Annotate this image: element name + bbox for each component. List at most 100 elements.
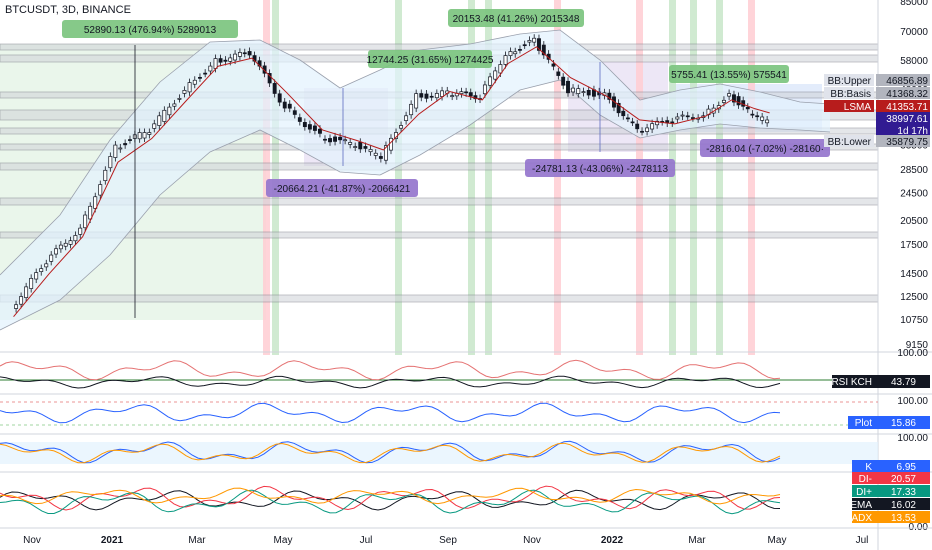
signal-band [263,0,270,355]
price-label-value-bg [876,112,930,124]
price-label-name-bg [824,87,874,99]
candle-body [532,37,537,43]
measure-label-box [669,65,789,83]
candle-body [213,58,218,69]
pane-label-value: 16.02 [891,500,916,511]
candle-body [39,268,44,272]
pane-label-value-bg [876,416,930,429]
time-tick-label: Mar [688,535,706,546]
price-label-value-bg [876,100,930,112]
pane-label-name: EMA [850,500,872,511]
stoch-k-line [0,440,781,464]
candle-body [556,71,561,76]
measure-label-box [700,139,830,157]
pane-label-value: 20.57 [891,474,916,485]
candle-body [690,117,695,119]
pane-label-name: ADX [851,513,872,524]
candle-body [93,196,98,209]
candle-body [19,296,24,305]
price-tick-label: 12500 [900,292,928,303]
candle-body [414,93,419,109]
candle-body [566,80,570,94]
chart-title: BTCUSDT, 3D, BINANCE [5,4,131,16]
candle-body [247,51,252,56]
candle-body [745,106,750,110]
candle-body [162,109,167,122]
candle-body [581,91,586,93]
candle-body [287,103,292,109]
candle-body [108,156,113,169]
measure-label-box [525,159,675,177]
candle-body [223,59,228,62]
candle-body [113,144,118,158]
candle-body [378,156,383,159]
candle-body [277,93,282,103]
candle-body [640,130,644,133]
price-label-value-bg [876,124,930,136]
pane-label-value-bg [876,511,930,523]
pane-label-name-bg [852,472,876,484]
signal-band [669,0,676,355]
candle-body [208,65,213,72]
candle-body [142,132,147,139]
candle-body [650,123,655,130]
candle-body [292,110,297,115]
pane-label-name: DI+ [856,487,872,498]
price-label-value: 41368.32 [886,89,928,100]
bollinger-lower-line [0,79,831,331]
time-tick-label: Jul [360,535,373,546]
pane-tick: 100.00 [897,348,928,359]
candle-body [670,121,675,124]
measure-label: -24781.13 (-43.06%) -2478113 [532,164,668,175]
pane-label-value: 17.33 [891,487,916,498]
candle-body [675,116,680,120]
candle-body [586,90,591,96]
pane-label-name-bg [848,416,876,429]
price-tick-label: 14500 [900,269,928,280]
price-label-value-bg [876,135,930,147]
price-label-name: BB:Basis [830,89,871,100]
price-label-name: BB:Lower [828,137,872,148]
candle-body [404,115,409,121]
candle-body [152,123,157,129]
candle-body [635,123,640,130]
price-tick-label: 85000 [900,0,928,8]
measure-label: -20664.21 (-41.87%) -2066421 [274,184,411,195]
price-tick-label: 58000 [900,56,928,67]
pane-label-value-bg [876,498,930,510]
signal-band [468,0,475,355]
time-tick-label: Jul [856,535,869,546]
candle-body [198,76,202,79]
price-label-value-bg [876,74,930,86]
pane-label-name: RSI KCH [831,377,872,388]
candle-body [409,103,414,116]
pane-label-value-bg [876,485,930,497]
candle-body [328,138,332,143]
candle-body [267,73,272,84]
support-resistance-level [0,294,879,303]
candle-body [73,235,78,242]
candle-body [429,95,434,98]
candle-body [721,99,726,103]
candle-body [343,139,348,142]
price-tick-label: 9150 [906,340,929,351]
measure-label-box [266,179,418,197]
price-tick-label: 10750 [900,315,928,326]
candle-body [203,72,208,75]
candle-body [571,87,575,93]
candle-body [58,244,63,250]
candle-body [513,51,518,55]
time-tick-label: Nov [23,535,41,546]
candle-body [338,136,343,141]
pane-label-name-bg [852,485,876,497]
pane-label-name-bg [852,511,876,523]
candle-body [49,254,54,262]
candle-body [123,143,128,146]
candle-body [389,137,393,151]
candle-body [498,64,503,74]
candle-body [527,40,532,43]
candle-body [167,106,172,116]
support-resistance-level [0,231,879,239]
pane-label-name-bg [832,375,876,388]
